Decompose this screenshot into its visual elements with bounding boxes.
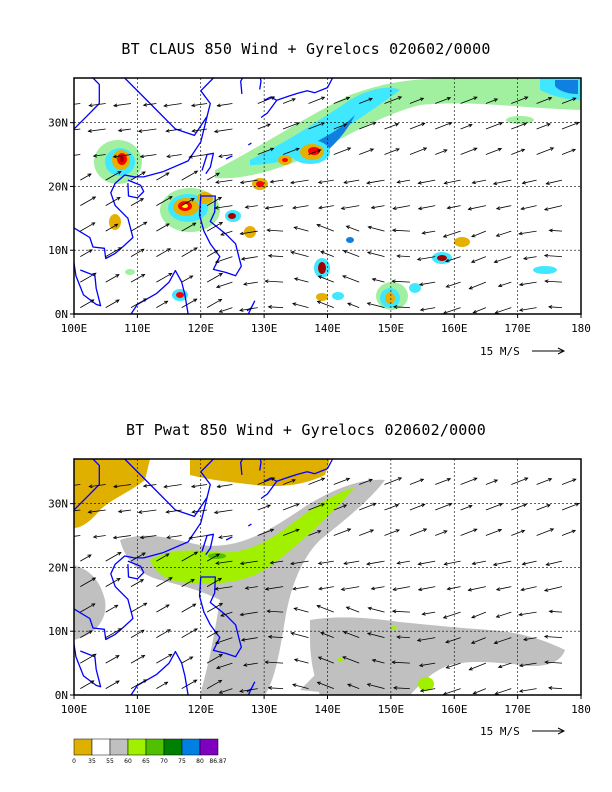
x-tick-label: 120E xyxy=(188,703,215,716)
panel2-y-ticks: 0N 10N 20N 30N xyxy=(48,498,74,702)
panel1-reference-vector: 15 M/S xyxy=(480,345,566,358)
colorbar-label: 75 xyxy=(178,758,186,765)
x-tick-label: 100E xyxy=(61,703,88,716)
x-tick-label: 160E xyxy=(441,703,468,716)
panel2-x-ticks: 100E 110E 120E 130E 140E 150E 160E 170E 180 xyxy=(61,695,591,716)
panel1-ref-vector-label: 15 M/S xyxy=(480,345,520,358)
y-tick-label: 0N xyxy=(55,689,68,702)
panel1-title: BT CLAUS 850 Wind + Gyrelocs 020602/0000 xyxy=(121,40,491,58)
colorbar-swatch xyxy=(73,738,93,756)
x-tick-label: 110E xyxy=(124,322,151,335)
x-tick-label: 130E xyxy=(251,322,278,335)
x-tick-label: 150E xyxy=(378,322,405,335)
panel2-title: BT Pwat 850 Wind + Gyrelocs 020602/0000 xyxy=(126,421,486,439)
panel1-map: 100E 110E 120E 130E 140E 150E 160E 170E 180 0N10… xyxy=(48,77,591,358)
panel2-ref-vector-label: 15 M/S xyxy=(480,725,520,738)
y-tick-label: 20N xyxy=(48,561,68,574)
colorbar-swatch xyxy=(181,738,201,756)
x-tick-label: 150E xyxy=(378,703,405,716)
colorbar-swatch xyxy=(199,738,219,756)
x-tick-label: 180 xyxy=(571,322,591,335)
colorbar-label: 70 xyxy=(160,758,168,765)
x-tick-label: 140E xyxy=(314,322,341,335)
colorbar-swatch xyxy=(91,738,111,756)
x-tick-label: 180 xyxy=(571,703,591,716)
y-tick-label: 30N xyxy=(48,498,68,511)
panel1-y-ticks: 0N 10N 20N 30N xyxy=(48,117,74,321)
x-tick-label: 160E xyxy=(441,322,468,335)
x-tick-label: 100E xyxy=(61,322,88,335)
panel1-coastlines xyxy=(74,78,334,314)
y-tick-label: 0N xyxy=(55,308,68,321)
colorbar-swatch xyxy=(163,738,183,756)
panel2-reference-vector: 15 M/S xyxy=(480,725,566,738)
x-tick-label: 110E xyxy=(124,703,151,716)
colorbar-label: 60 xyxy=(124,758,132,765)
colorbar-label: 86.87 xyxy=(209,758,226,765)
panel1-x-ticks: 100E 110E 120E 130E 140E 150E 160E 170E 180 xyxy=(61,314,591,335)
panel2-coastlines xyxy=(74,459,334,695)
y-tick-label: 10N xyxy=(48,244,68,257)
y-tick-label: 10N xyxy=(48,625,68,638)
colorbar-swatch xyxy=(145,738,165,756)
panel2-colorbar: 0 35 55 60 65 70 75 80 86.87 xyxy=(72,738,227,765)
colorbar-label: 65 xyxy=(142,758,150,765)
x-tick-label: 140E xyxy=(314,703,341,716)
colorbar-label: 0 xyxy=(72,758,76,765)
colorbar-label: 35 xyxy=(88,758,96,765)
colorbar-label: 80 xyxy=(196,758,204,765)
x-tick-label: 130E xyxy=(251,703,278,716)
colorbar-swatch xyxy=(109,738,129,756)
x-tick-label: 170E xyxy=(504,703,531,716)
panel2-wind-vectors xyxy=(74,477,580,695)
x-tick-label: 170E xyxy=(504,322,531,335)
panel2-map: 100E 110E 120E 130E 140E 150E 160E 170E 180 0N10… xyxy=(48,458,591,765)
colorbar-swatch xyxy=(127,738,147,756)
x-tick-label: 120E xyxy=(188,322,215,335)
colorbar-label: 55 xyxy=(106,758,114,765)
y-tick-label: 20N xyxy=(48,180,68,193)
y-tick-label: 30N xyxy=(48,117,68,130)
panel1-wind-vectors xyxy=(74,96,580,314)
